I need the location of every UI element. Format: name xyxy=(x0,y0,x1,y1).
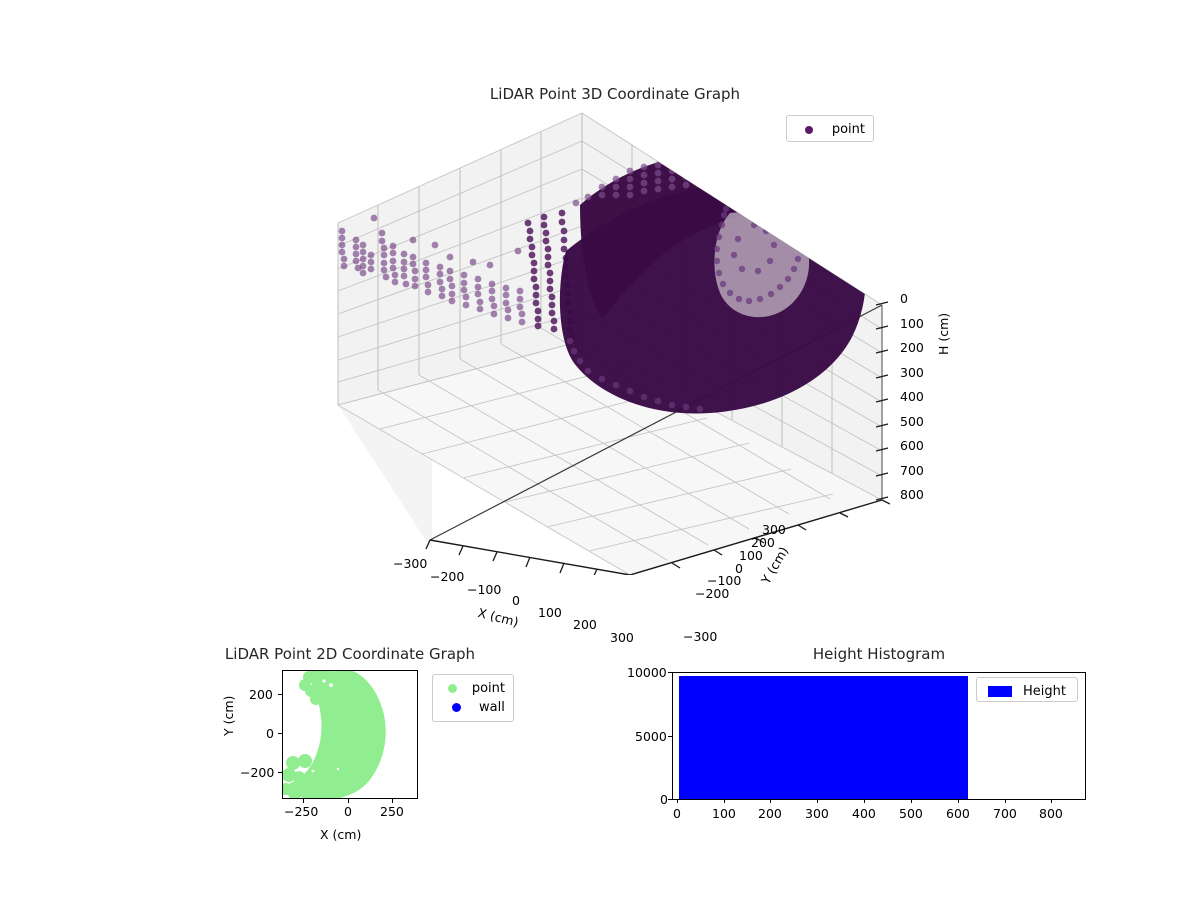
legend-3d-item-point[interactable]: point xyxy=(795,120,865,139)
point-marker-icon xyxy=(795,125,824,134)
height-swatch-icon xyxy=(985,686,1015,697)
tick-2d-x--250 xyxy=(303,799,305,803)
label-hist-y-10000: 10000 xyxy=(627,665,667,680)
tick-2d-x-250 xyxy=(392,799,394,803)
legend-histogram[interactable]: Height xyxy=(976,677,1078,702)
label-hist-y-0: 0 xyxy=(660,792,668,807)
x-tick-100: 100 xyxy=(538,605,562,620)
z-tick-800: 800 xyxy=(900,487,924,502)
wall-marker-icon xyxy=(441,703,471,712)
tick-hist-y-0 xyxy=(668,799,672,801)
y-tick-0: 0 xyxy=(735,561,743,576)
axes-2d-canvas xyxy=(283,671,386,798)
legend-2d-label-point: point xyxy=(471,681,505,696)
x-tick--200: −200 xyxy=(430,569,465,584)
legend-histogram-label-height: Height xyxy=(1023,684,1066,699)
tick-hist-x-100 xyxy=(724,799,726,803)
tick-hist-x-0 xyxy=(677,799,679,803)
label-2d-x-250: 250 xyxy=(380,804,404,819)
legend-2d-item-wall[interactable]: wall xyxy=(441,698,505,717)
label-hist-x-200: 200 xyxy=(758,806,782,821)
x-tick-0: 0 xyxy=(512,593,520,608)
z-tick-700: 700 xyxy=(900,463,924,478)
y-tick-300: 300 xyxy=(762,522,786,537)
label-2d-y-0: 0 xyxy=(266,726,274,741)
label-hist-x-700: 700 xyxy=(993,806,1017,821)
axis-label-h: H (cm) xyxy=(936,312,951,355)
tick-hist-x-800 xyxy=(1051,799,1053,803)
tick-2d-x-0 xyxy=(348,799,350,803)
label-hist-x-400: 400 xyxy=(852,806,876,821)
label-hist-y-5000: 5000 xyxy=(635,729,667,744)
z-tick-400: 400 xyxy=(900,389,924,404)
tick-hist-x-300 xyxy=(817,799,819,803)
tick-hist-y-10000 xyxy=(668,672,672,674)
tick-2d-y-200 xyxy=(278,694,282,696)
tick-hist-x-200 xyxy=(770,799,772,803)
label-2d-x-0: 0 xyxy=(344,804,352,819)
tick-2d-y-0 xyxy=(278,733,282,735)
x-tick-300: 300 xyxy=(610,630,634,645)
x-tick--100: −100 xyxy=(467,582,502,597)
axes-histogram[interactable] xyxy=(672,672,1086,800)
legend-2d-label-wall: wall xyxy=(479,700,505,715)
x-tick-200: 200 xyxy=(573,617,597,632)
tick-hist-y-5000 xyxy=(668,736,672,738)
tick-hist-x-500 xyxy=(911,799,913,803)
z-tick-600: 600 xyxy=(900,438,924,453)
tick-hist-x-400 xyxy=(864,799,866,803)
axis-label-2d-y: Y (cm) xyxy=(221,695,236,736)
legend-2d[interactable]: point wall xyxy=(432,674,514,722)
panel-3d-title: LiDAR Point 3D Coordinate Graph xyxy=(489,85,741,103)
label-2d-x--250: −250 xyxy=(284,804,319,819)
label-2d-y--200: −200 xyxy=(240,765,275,780)
panel-histogram-title: Height Histogram xyxy=(812,645,946,663)
label-hist-x-500: 500 xyxy=(899,806,923,821)
axis-label-2d-x: X (cm) xyxy=(320,827,362,842)
label-hist-x-600: 600 xyxy=(946,806,970,821)
label-2d-y-200: 200 xyxy=(249,687,273,702)
legend-histogram-item-height[interactable]: Height xyxy=(985,682,1069,701)
label-hist-x-0: 0 xyxy=(673,806,681,821)
tick-hist-x-600 xyxy=(958,799,960,803)
x-tick--300: −300 xyxy=(393,556,428,571)
y-tick-200: 200 xyxy=(751,535,775,550)
histogram-bar-height[interactable] xyxy=(679,676,969,799)
label-hist-x-100: 100 xyxy=(712,806,736,821)
y-tick-100: 100 xyxy=(739,548,763,563)
label-hist-x-300: 300 xyxy=(805,806,829,821)
point-marker-icon xyxy=(441,684,464,693)
axis-label-x: X (cm) xyxy=(476,605,521,630)
legend-3d[interactable]: point xyxy=(786,115,874,142)
z-tick-100: 100 xyxy=(900,316,924,331)
axes-3d-canvas xyxy=(337,112,890,575)
y-tick--200: −200 xyxy=(695,586,730,601)
z-tick-200: 200 xyxy=(900,340,924,355)
y-tick--100: −100 xyxy=(707,573,742,588)
tick-2d-y--200 xyxy=(278,772,282,774)
legend-3d-label-point: point xyxy=(831,122,865,137)
panel-2d-title: LiDAR Point 2D Coordinate Graph xyxy=(224,645,476,663)
point-cloud-2d xyxy=(283,671,386,798)
legend-2d-item-point[interactable]: point xyxy=(441,679,505,698)
z-tick-300: 300 xyxy=(900,365,924,380)
axes-3d[interactable]: 0 100 200 300 400 500 600 700 800 H (cm)… xyxy=(330,105,951,645)
y-tick--300: −300 xyxy=(683,629,718,644)
axes-2d[interactable] xyxy=(282,670,418,799)
tick-hist-x-700 xyxy=(1005,799,1007,803)
z-tick-0: 0 xyxy=(900,291,908,306)
z-tick-500: 500 xyxy=(900,414,924,429)
label-hist-x-800: 800 xyxy=(1039,806,1063,821)
